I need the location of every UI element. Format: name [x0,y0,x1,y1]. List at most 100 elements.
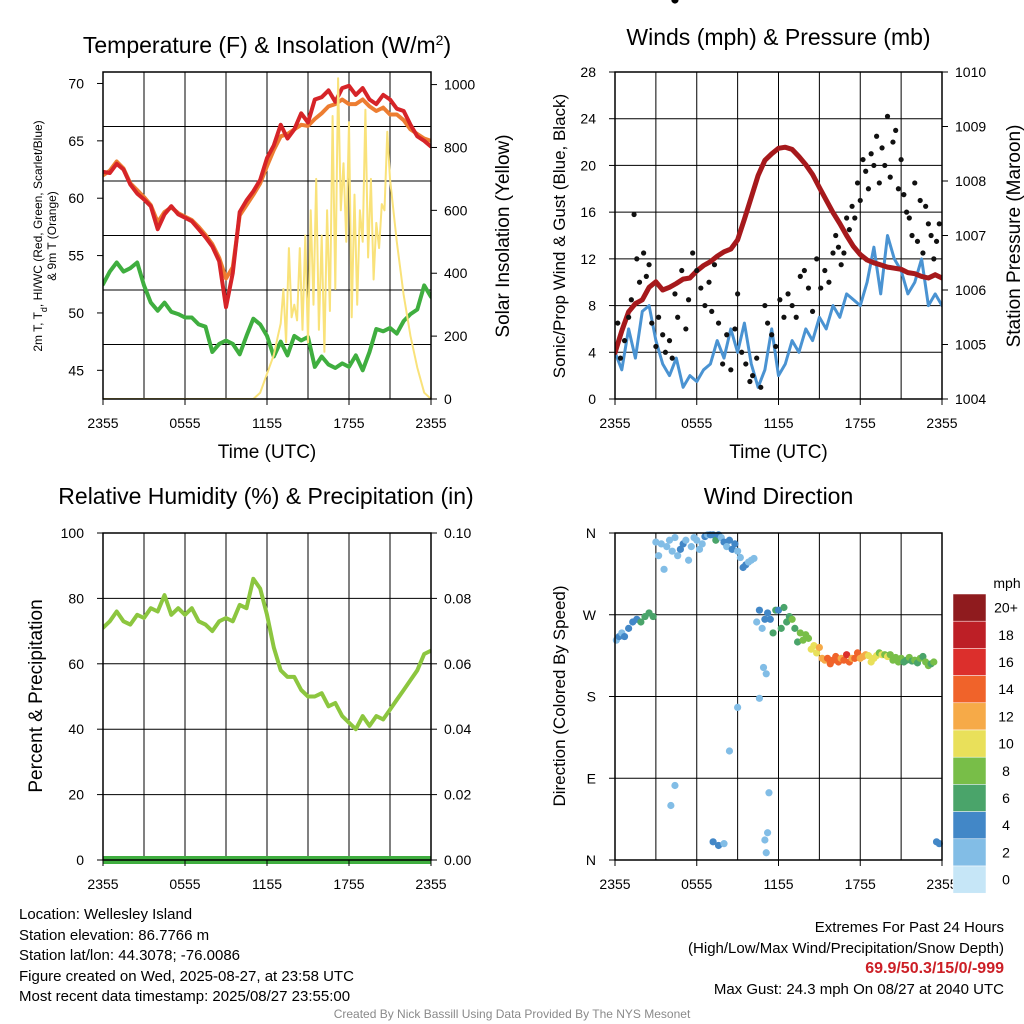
direction-point [864,652,873,660]
x-tick-label: 1155 [763,876,793,892]
y-tick-label-right: 800 [444,139,468,155]
y-tick-label: 100 [61,525,85,541]
direction-point [668,547,676,555]
x-tick-label: 2355 [415,876,446,892]
x-tick-label: 1755 [845,876,876,892]
y-tick-label: S [587,689,596,705]
x-tick-label: 0555 [169,415,200,431]
gust-point [754,355,760,361]
gust-point [617,355,624,361]
gust-point [835,244,842,250]
direction-point [788,615,796,623]
gust-point [833,232,839,239]
y-axis-label-left: Percent & Precipitation [26,599,47,792]
direction-point [810,642,818,650]
gust-point [715,320,722,326]
direction-point [935,840,943,848]
x-tick-label: 2355 [599,876,630,892]
direction-point [731,540,739,548]
gust-point [765,320,771,326]
gust-point [646,262,652,268]
gust-point [906,215,912,221]
x-tick-label: 2355 [599,415,630,431]
direction-point [750,554,758,563]
gust-point [830,250,836,256]
gust-point [826,279,832,285]
gust-point [709,308,715,315]
direction-point [667,801,675,810]
direction-point [762,849,770,857]
direction-point [774,606,783,614]
colorbar-swatch [952,675,987,704]
temperature-chart: Temperature (F) & Insolation (W/m2) 2355 0… [31,32,514,463]
winds-pressure-chart: Winds (mph) & Pressure (mb) 2355 0555 1155 1… [550,24,1024,463]
direction-point [796,629,804,637]
y-tick-label-right: 1000 [444,77,475,93]
gust-point [679,267,685,274]
x-tick-label: 2355 [926,876,957,892]
series-dewpoint [103,260,431,373]
series-insolation [103,77,431,399]
gust-point [912,180,918,186]
gust-point [805,285,812,291]
gust-point [849,203,855,209]
gust-point [711,262,718,268]
y-tick-label: 40 [68,721,84,737]
chart-title: Relative Humidity (%) & Precipitation (i… [58,483,473,509]
y-tick-label: 4 [588,344,596,360]
x-axis-label: Time (UTC) [729,442,828,463]
direction-point [725,747,734,755]
extremes-subtitle: (High/Low/Max Wind/Precipitation/Snow De… [688,939,1004,957]
extremes-title: Extremes For Past 24 Hours [814,919,1004,936]
colorbar-label: 6 [1002,790,1010,806]
direction-point [777,624,785,632]
gust-point [666,338,673,344]
gust-point [895,186,902,192]
extremes-values: 69.9/50.3/15/0/-999 [865,960,1004,977]
direction-point [762,670,770,678]
y-tick-label: 0 [76,852,84,868]
y-tick-label: 80 [68,590,84,606]
gust-point [706,279,712,285]
direction-point [655,552,663,560]
y-tick-label-right: 0 [444,391,452,407]
gust-point [628,297,634,303]
gust-point [882,162,888,169]
y-axis-label-right: Station Pressure (Maroon) [1004,125,1024,348]
direction-point [755,694,764,702]
gust-point [863,168,869,174]
direction-point [764,609,772,617]
gust-point [884,113,891,119]
y-tick-label: 20 [68,787,84,803]
y-label-line1-rest: , HI/WC (Red, Green, Scarlet/Blue) [31,120,45,307]
gust-point [769,332,775,338]
gust-point [690,250,696,256]
gust-point [781,314,787,320]
y-tick-label-right: 200 [444,328,468,344]
gust-point [643,273,649,279]
gust-point [683,326,689,332]
x-tick-label: 0555 [681,876,712,892]
colorbar-swatch [952,620,987,649]
direction-point [709,838,717,846]
gust-point [822,267,828,274]
y-tick-label-right: 0.08 [444,590,471,606]
gust-point [762,302,768,309]
gust-point [865,186,872,192]
y-tick-label: 60 [68,190,84,206]
direction-point [783,618,791,626]
y-tick-label-right: 0.02 [444,787,471,803]
gust-point [732,326,738,332]
colorbar-label: 10 [998,736,1014,752]
gust-point [914,238,921,244]
direction-point [728,545,736,553]
direction-point [723,543,731,551]
direction-point [657,540,665,548]
gust-point [653,343,659,350]
gust-point [846,227,852,233]
direction-point [665,536,674,544]
direction-point [652,538,660,546]
colorbar-title: mph [993,575,1020,591]
direction-point [720,840,728,848]
direction-point [684,556,693,564]
